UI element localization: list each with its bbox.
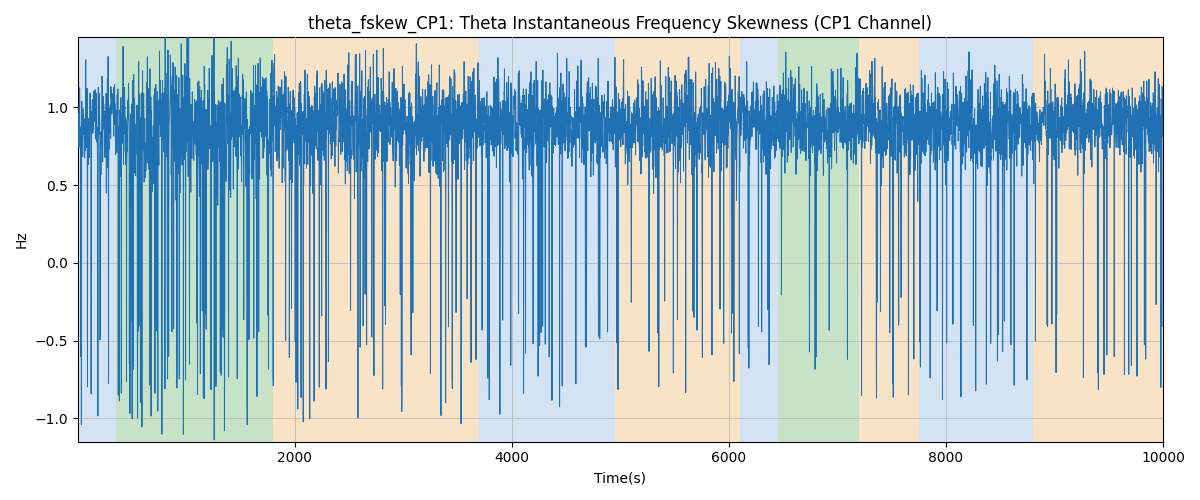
Bar <box>919 38 1033 442</box>
Bar <box>1033 38 1163 442</box>
Title: theta_fskew_CP1: Theta Instantaneous Frequency Skewness (CP1 Channel): theta_fskew_CP1: Theta Instantaneous Fre… <box>308 15 932 34</box>
Bar <box>274 38 480 442</box>
Bar <box>859 38 919 442</box>
Bar <box>778 38 859 442</box>
X-axis label: Time(s): Time(s) <box>594 471 647 485</box>
Bar <box>78 38 116 442</box>
Bar <box>616 38 740 442</box>
Y-axis label: Hz: Hz <box>14 230 29 248</box>
Bar <box>116 38 274 442</box>
Bar <box>740 38 778 442</box>
Bar <box>480 38 616 442</box>
